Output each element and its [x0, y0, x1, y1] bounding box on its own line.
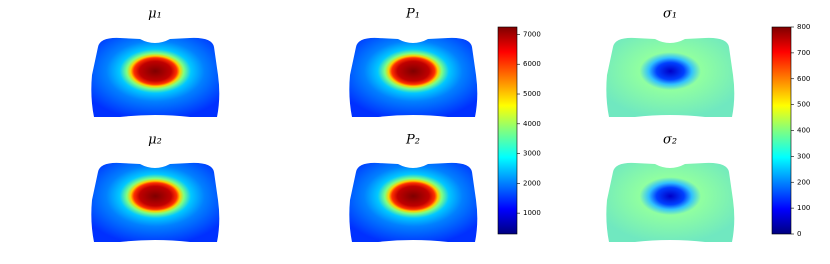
heatmap-body — [349, 37, 478, 118]
colorbar-tick-label: 2000 — [523, 179, 541, 187]
heatmap-image — [606, 37, 735, 118]
heatmap-body — [349, 162, 478, 242]
panel-title: μ₂ — [148, 133, 162, 148]
heatmap-body — [91, 37, 220, 118]
colorbar-tick-label: 6000 — [523, 60, 541, 68]
heatmap-image — [349, 37, 478, 118]
colorbar-tick-label: 700 — [797, 49, 810, 57]
colorbar-tick-label: 300 — [797, 152, 810, 160]
colorbar-tick-label: 3000 — [523, 150, 541, 158]
colorbar — [771, 26, 792, 235]
colorbar-tick-label: 800 — [797, 23, 810, 31]
colorbar-tick-label: 4000 — [523, 120, 541, 128]
heatmap-image — [349, 162, 478, 242]
heatmap-image — [91, 37, 220, 118]
colorbar-tick-label: 1000 — [523, 209, 541, 217]
colorbar-tick-label: 600 — [797, 75, 810, 83]
panel-title: P₂ — [405, 133, 420, 148]
heatmap-body — [91, 162, 220, 242]
colorbar-tick-label: 5000 — [523, 90, 541, 98]
colorbar-tick-label: 200 — [797, 178, 810, 186]
colorbar-tick-label: 0 — [797, 230, 801, 238]
colorbar-tick-label: 400 — [797, 127, 810, 135]
heatmap-body — [606, 37, 735, 118]
panel-title: σ₁ — [663, 7, 677, 22]
colorbar-tick-label: 500 — [797, 101, 810, 109]
colorbar — [497, 26, 518, 235]
heatmap-image — [91, 162, 220, 242]
colorbar-tick-label: 100 — [797, 204, 810, 212]
panel-title: σ₂ — [663, 133, 677, 148]
heatmap-image — [606, 162, 735, 242]
colorbar-tick-label: 7000 — [523, 30, 541, 38]
panel-title: μ₁ — [148, 7, 162, 22]
panel-title: P₁ — [405, 7, 420, 22]
heatmap-body — [606, 162, 735, 242]
